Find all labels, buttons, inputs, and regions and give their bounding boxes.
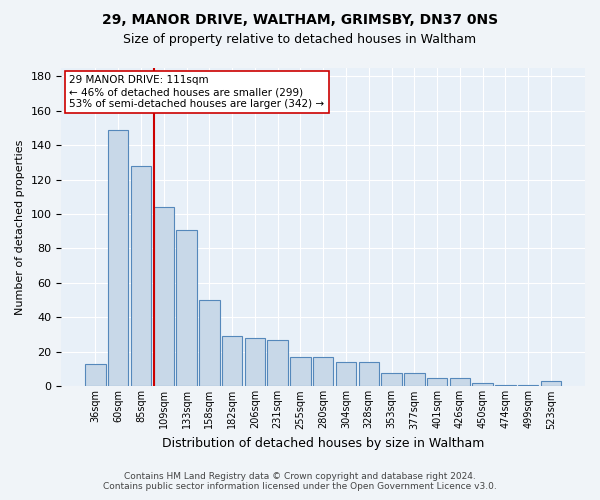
- Bar: [449, 378, 470, 386]
- Y-axis label: Number of detached properties: Number of detached properties: [15, 140, 25, 314]
- Bar: [245, 338, 265, 386]
- Bar: [176, 230, 197, 386]
- Bar: [154, 207, 174, 386]
- Bar: [495, 384, 515, 386]
- Bar: [199, 300, 220, 386]
- Text: Size of property relative to detached houses in Waltham: Size of property relative to detached ho…: [124, 32, 476, 46]
- Bar: [290, 357, 311, 386]
- Text: 29, MANOR DRIVE, WALTHAM, GRIMSBY, DN37 0NS: 29, MANOR DRIVE, WALTHAM, GRIMSBY, DN37 …: [102, 12, 498, 26]
- Bar: [541, 381, 561, 386]
- Bar: [108, 130, 128, 386]
- Bar: [381, 372, 402, 386]
- Bar: [85, 364, 106, 386]
- Bar: [131, 166, 151, 386]
- X-axis label: Distribution of detached houses by size in Waltham: Distribution of detached houses by size …: [162, 437, 484, 450]
- Bar: [268, 340, 288, 386]
- Bar: [518, 384, 538, 386]
- Bar: [359, 362, 379, 386]
- Bar: [472, 383, 493, 386]
- Bar: [427, 378, 448, 386]
- Bar: [336, 362, 356, 386]
- Text: Contains HM Land Registry data © Crown copyright and database right 2024.
Contai: Contains HM Land Registry data © Crown c…: [103, 472, 497, 491]
- Bar: [222, 336, 242, 386]
- Bar: [404, 372, 425, 386]
- Bar: [313, 357, 334, 386]
- Text: 29 MANOR DRIVE: 111sqm
← 46% of detached houses are smaller (299)
53% of semi-de: 29 MANOR DRIVE: 111sqm ← 46% of detached…: [69, 76, 325, 108]
